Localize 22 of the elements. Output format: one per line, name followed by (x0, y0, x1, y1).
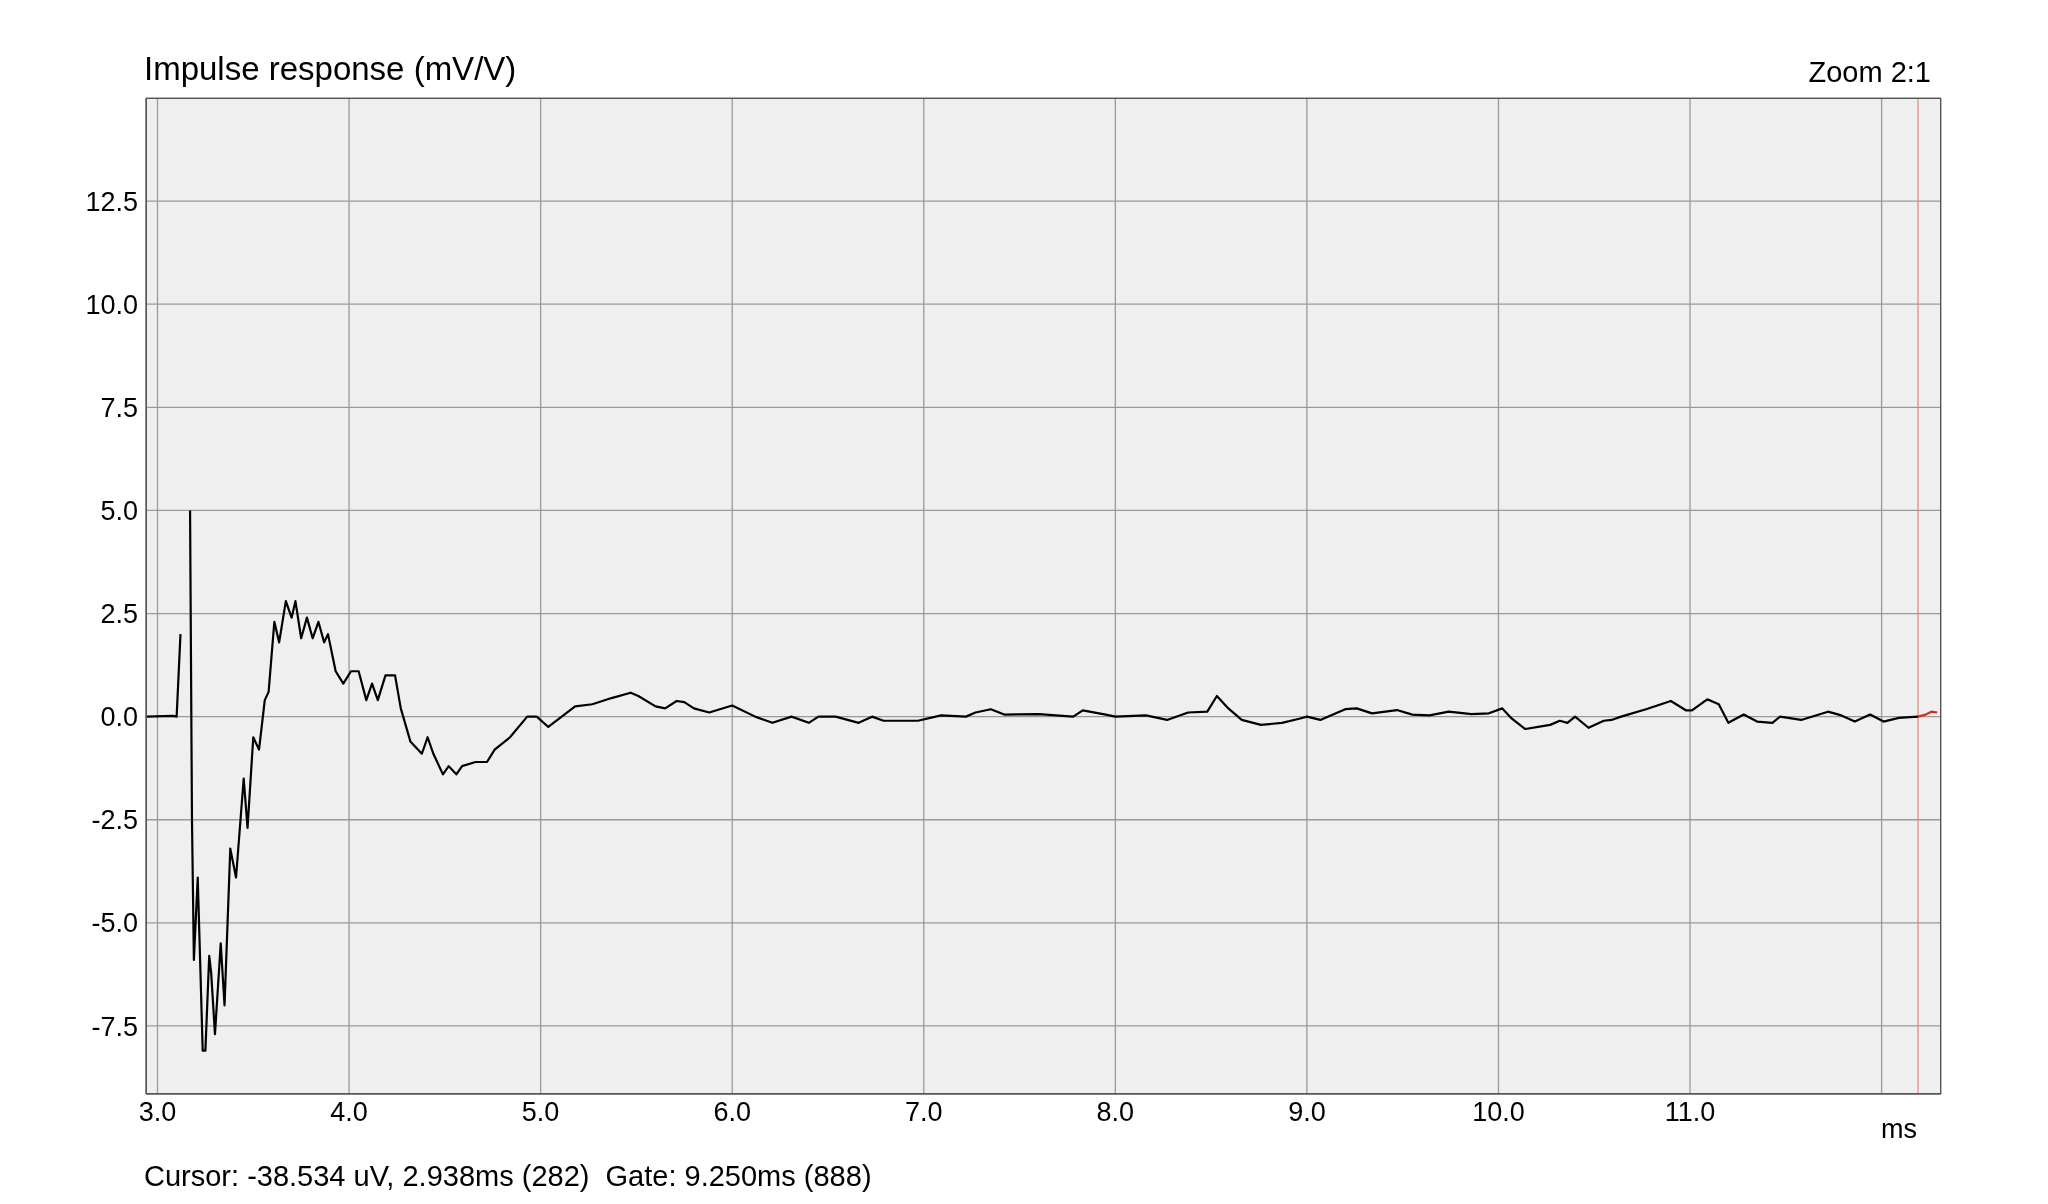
x-tick-label: 7.0 (905, 1097, 943, 1128)
x-tick-label: 11.0 (1664, 1097, 1716, 1128)
y-tick-label: 12.5 (85, 186, 138, 217)
y-tick-label: -2.5 (91, 805, 138, 836)
y-tick-label: -7.5 (91, 1011, 138, 1042)
x-tick-label: 8.0 (1096, 1097, 1135, 1128)
x-axis-title: ms (1881, 1114, 1917, 1145)
y-tick-label: 7.5 (100, 392, 138, 423)
x-tick-label: 4.0 (330, 1097, 368, 1128)
text: Cursor: -38.534 uV, 2.938ms (282) Gate: 9.250ms (888) (144, 1160, 872, 1193)
y-tick-label: 5.0 (100, 496, 138, 527)
y-tick-label: 10.0 (85, 289, 138, 320)
y-tick-label: -5.0 (91, 908, 138, 939)
x-tick-label: 5.0 (521, 1097, 560, 1128)
y-tick-label: 2.5 (100, 599, 138, 630)
x-tick-label: 6.0 (713, 1097, 751, 1128)
text: Zoom 2:1 (1808, 56, 1931, 89)
x-tick-label: 10.0 (1472, 1097, 1525, 1128)
chart-title: Impulse response (mV/V) (144, 50, 517, 88)
x-tick-label: 3.0 (138, 1097, 177, 1128)
x-tick-label: 9.0 (1288, 1097, 1326, 1128)
y-tick-label: 0.0 (100, 702, 138, 733)
